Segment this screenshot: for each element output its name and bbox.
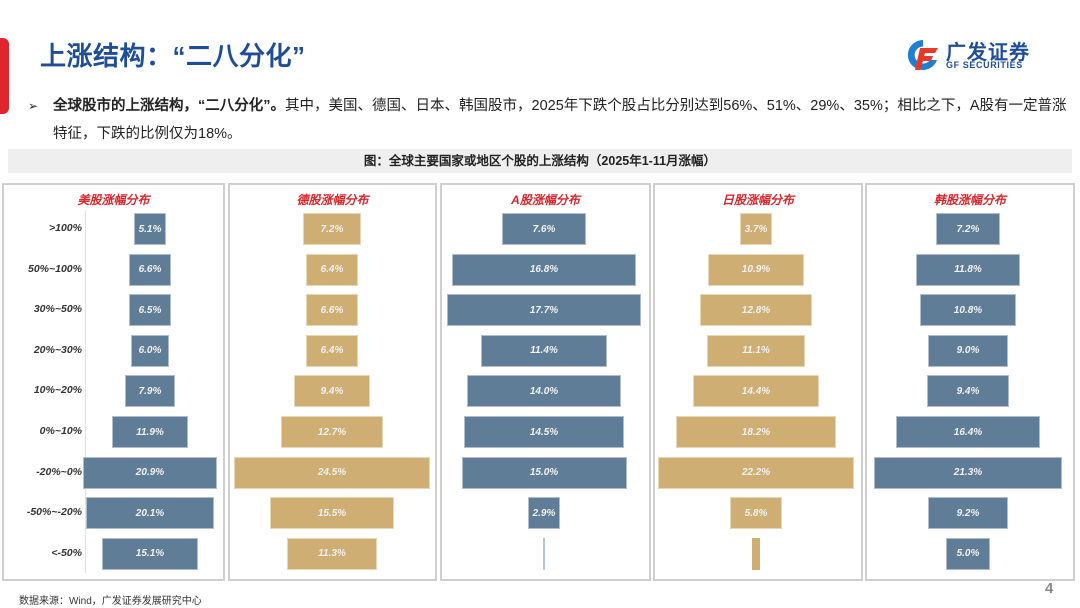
bar: 12.7% (281, 416, 383, 448)
bar: 14.0% (467, 375, 621, 408)
bar: 9.2% (927, 497, 1009, 530)
panel-title: A股涨幅分布 (511, 193, 580, 207)
bar: 11.1% (707, 334, 805, 367)
category-label: <-50% (51, 546, 82, 559)
chart-panel-0: 美股涨幅分布 >100% 5.1% 50%~100% 6.6% 30%~50% 6.5% 20… (2, 183, 225, 581)
bar: 3.7% (739, 213, 773, 245)
bar: 6.4% (306, 334, 358, 367)
bullet-arrow-icon: ➢ (28, 99, 39, 113)
bar: 17.7% (446, 294, 642, 327)
bar: 9.0% (928, 334, 1008, 367)
bar: 2.9% (528, 497, 560, 530)
bar: 7.6% (502, 213, 586, 245)
bar: 6.0% (130, 334, 170, 367)
figure-caption: 图：全球主要国家或地区个股的上涨结构（2025年1-11月涨幅） (8, 149, 1072, 173)
bar: 6.4% (306, 253, 358, 286)
bar: 7.2% (936, 213, 1000, 245)
bar: 22.2% (658, 456, 854, 489)
bar: 16.8% (451, 253, 637, 286)
category-label: 30%~50% (33, 303, 82, 316)
bar: 15.5% (270, 497, 394, 530)
panel-title: 美股涨幅分布 (77, 193, 150, 207)
summary-bullet: ➢ 全球股市的上涨结构，“二八分化”。其中，美国、德国、日本、韩国股市，2025… (28, 92, 1068, 148)
page-number: 4 (1045, 580, 1054, 597)
bar: 9.4% (294, 375, 370, 408)
logo-text-cn: 广发证券 (946, 42, 1030, 64)
accent-tab (0, 38, 9, 114)
panel-title: 德股涨幅分布 (296, 193, 369, 207)
bar: 5.1% (133, 213, 167, 245)
category-label: 0%~10% (39, 425, 82, 437)
bar: 5.0% (946, 537, 990, 570)
chart-panel-2: A股涨幅分布 7.6% 16.8% 17.7% 11.4% 14.0% 14.5% 15.0%… (440, 183, 651, 581)
company-logo: 广发证券 GF SECURITIES (906, 36, 1046, 76)
bar: 6.6% (305, 294, 359, 327)
category-label: >100% (49, 222, 82, 234)
bullet-text: 其中，美国、德国、日本、韩国股市，2025年下跌个股占比分别达到56%、51%、… (53, 98, 1067, 142)
category-label: 10%~20% (33, 384, 82, 397)
axis-line (85, 210, 86, 573)
bar: 11.3% (286, 537, 378, 570)
bar: 21.3% (874, 456, 1062, 489)
panel-title: 韩股涨幅分布 (933, 193, 1006, 207)
chart-panel-1: 德股涨幅分布 7.2% 6.4% 6.6% 6.4% 9.4% 12.7% 24.5% 15.5… (228, 183, 437, 581)
bar: 9.4% (926, 375, 1010, 408)
bar: 16.4% (895, 416, 1041, 448)
bar: 18.2% (675, 416, 837, 448)
bar: 5.8% (730, 497, 782, 530)
bar: 14.5% (464, 416, 624, 448)
bar: 15.1% (101, 537, 199, 570)
bar: 24.5% (234, 456, 430, 489)
category-label: -20%~0% (36, 465, 82, 478)
bar (752, 537, 760, 570)
category-label: -50%~-20% (26, 506, 82, 519)
bar: 11.4% (481, 334, 607, 367)
bar: 15.0% (461, 456, 627, 489)
bar: 6.5% (129, 294, 171, 327)
bar: 12.8% (699, 294, 813, 327)
bar: 7.2% (303, 213, 361, 245)
bar: 7.9% (124, 375, 176, 408)
data-source: 数据来源：Wind，广发证券发展研究中心 (19, 596, 202, 607)
bar: 20.1% (85, 497, 215, 530)
category-label: 50%~100% (27, 262, 82, 275)
chart-panel-4: 韩股涨幅分布 7.2% 11.8% 10.8% 9.0% 9.4% 16.4% 21.3% 9.… (865, 183, 1075, 581)
bar: 6.6% (128, 253, 172, 286)
chart-panel-3: 日股涨幅分布 3.7% 10.9% 12.8% 11.1% 14.4% 18.2% 22.2%… (653, 183, 863, 581)
bar: 14.4% (692, 375, 820, 408)
bar: 20.9% (83, 456, 217, 489)
bar: 11.9% (111, 416, 189, 448)
bar: 10.8% (920, 294, 1016, 327)
bar: 11.8% (916, 253, 1020, 286)
category-label: 20%~30% (33, 343, 82, 356)
page-title: 上涨结构：“二八分化” (40, 41, 306, 71)
bullet-bold: 全球股市的上涨结构，“二八分化”。 (53, 98, 285, 114)
bar: 10.9% (708, 253, 804, 286)
gf-logo-icon (907, 39, 938, 70)
panel-title: 日股涨幅分布 (721, 193, 794, 207)
logo-text-en: GF SECURITIES (946, 60, 1023, 70)
bar (543, 537, 545, 570)
